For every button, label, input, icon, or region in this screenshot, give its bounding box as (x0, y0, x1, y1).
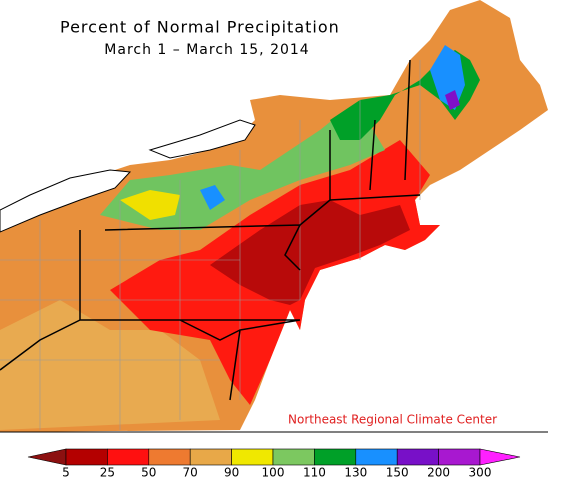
legend-swatch (438, 448, 481, 466)
legend-tick-label: 150 (386, 466, 409, 478)
region-yellow (120, 190, 180, 220)
legend-swatch (314, 448, 357, 466)
legend-tick-label: 25 (100, 466, 115, 478)
map: Percent of Normal Precipitation March 1 … (0, 0, 548, 433)
state-borders (0, 59, 421, 401)
legend-tick-label: 90 (224, 466, 239, 478)
legend: 5 25 50 70 90 100 110 130 150 200 300 (27, 448, 521, 478)
legend-swatch (148, 448, 191, 466)
legend-tick-label: 100 (262, 466, 285, 478)
region-blue-2 (200, 185, 225, 210)
legend-arrow-high (479, 448, 521, 466)
lake-erie (0, 169, 132, 233)
legend-swatch (355, 448, 398, 466)
legend-swatch (107, 448, 150, 466)
legend-tick-label: 5 (62, 466, 70, 478)
legend-tick-label: 70 (183, 466, 198, 478)
legend-swatch (396, 448, 439, 466)
legend-arrow-low (27, 448, 67, 466)
credit: Northeast Regional Climate Center (288, 413, 497, 427)
county-lines (0, 60, 421, 430)
legend-tick-label: 130 (344, 466, 367, 478)
map-title: Percent of Normal Precipitation (60, 18, 340, 37)
lake-ontario (148, 119, 256, 159)
legend-tick-label: 200 (427, 466, 450, 478)
legend-tick-label: 300 (469, 466, 492, 478)
legend-swatch (231, 448, 274, 466)
legend-tick-label: 110 (303, 466, 326, 478)
map-subtitle: March 1 – March 15, 2014 (104, 42, 309, 58)
legend-swatch (272, 448, 315, 466)
legend-swatch (65, 448, 108, 466)
legend-tick-label: 50 (141, 466, 156, 478)
region-purple (445, 90, 460, 110)
legend-swatch (189, 448, 232, 466)
